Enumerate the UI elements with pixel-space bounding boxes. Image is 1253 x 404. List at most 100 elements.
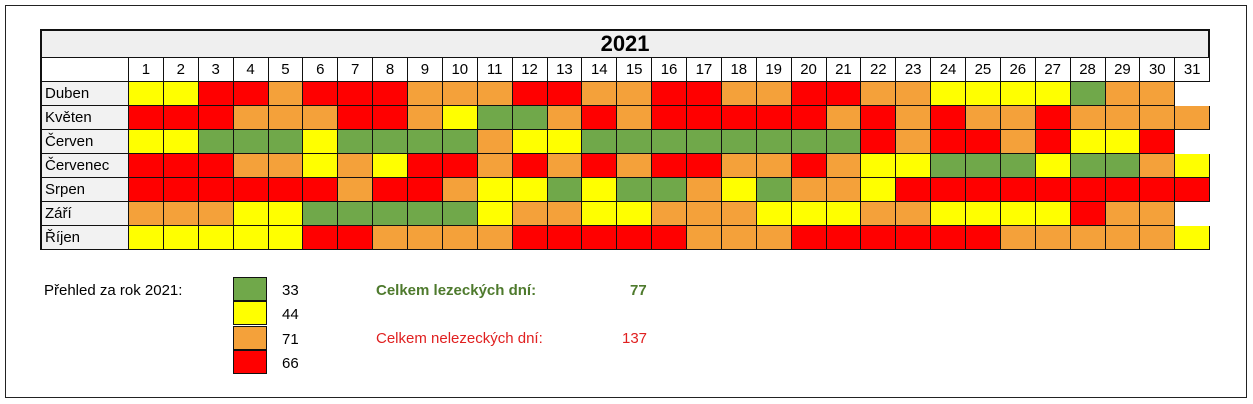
day-cell — [1000, 178, 1036, 202]
day-cell — [373, 130, 408, 154]
day-cell — [1140, 82, 1176, 106]
day-cell — [129, 82, 164, 106]
day-cell — [163, 106, 199, 130]
month-label: Červen — [40, 130, 129, 154]
legend-count: 66 — [282, 355, 299, 372]
day-cell — [861, 82, 897, 106]
day-cell — [442, 82, 478, 106]
day-cell — [1000, 154, 1036, 178]
day-cell — [687, 226, 722, 250]
day-cell — [373, 202, 408, 226]
day-cell — [721, 226, 757, 250]
day-cell — [1070, 178, 1106, 202]
day-header: 27 — [1035, 58, 1071, 82]
day-cell — [966, 202, 1001, 226]
day-cell — [617, 154, 653, 178]
day-cell — [303, 106, 339, 130]
day-cell — [582, 82, 618, 106]
day-cell — [791, 226, 827, 250]
day-header: 20 — [791, 58, 827, 82]
day-cell — [408, 154, 443, 178]
day-cell — [896, 178, 932, 202]
day-cell — [931, 130, 966, 154]
day-cell — [687, 178, 722, 202]
day-cell — [129, 202, 164, 226]
day-header: 3 — [198, 58, 234, 82]
day-cell — [756, 178, 792, 202]
day-cell — [408, 202, 443, 226]
day-cell — [163, 154, 199, 178]
day-cell — [861, 106, 897, 130]
day-cell — [303, 202, 339, 226]
day-cell — [408, 178, 443, 202]
day-cell — [756, 106, 792, 130]
day-cell — [512, 130, 548, 154]
day-cell — [966, 178, 1001, 202]
day-cell — [547, 226, 583, 250]
day-cell — [652, 130, 687, 154]
day-cell — [1175, 82, 1210, 106]
day-cell — [861, 154, 897, 178]
day-cell — [442, 106, 478, 130]
day-cell — [408, 106, 443, 130]
day-cell — [966, 130, 1001, 154]
day-header: 10 — [442, 58, 478, 82]
day-cell — [1070, 106, 1106, 130]
day-cell — [338, 226, 374, 250]
month-label: Září — [40, 202, 129, 226]
day-header: 5 — [268, 58, 304, 82]
day-cell — [617, 82, 653, 106]
day-cell — [547, 82, 583, 106]
day-cell — [512, 202, 548, 226]
day-cell — [687, 82, 722, 106]
day-cell — [721, 202, 757, 226]
day-cell — [617, 106, 653, 130]
day-cell — [1140, 202, 1176, 226]
day-cell — [477, 130, 513, 154]
day-cell — [373, 82, 408, 106]
day-header: 14 — [582, 58, 618, 82]
day-cell — [1175, 178, 1211, 202]
day-cell — [1035, 178, 1071, 202]
day-cell — [1000, 106, 1036, 130]
day-cell — [931, 226, 966, 250]
day-cell — [791, 106, 827, 130]
month-label: Červenec — [40, 154, 129, 178]
day-cell — [1070, 202, 1106, 226]
legend-swatch — [233, 301, 267, 325]
day-cell — [198, 178, 234, 202]
day-cell — [687, 130, 722, 154]
day-cell — [826, 154, 862, 178]
day-cell — [1070, 82, 1106, 106]
month-label: Srpen — [40, 178, 129, 202]
day-cell — [268, 130, 304, 154]
day-cell — [826, 202, 862, 226]
day-cell — [1175, 130, 1210, 154]
day-cell — [826, 106, 862, 130]
legend-swatch — [233, 350, 267, 374]
day-cell — [477, 226, 513, 250]
day-header: 23 — [896, 58, 932, 82]
day-cell — [338, 178, 374, 202]
day-cell — [1105, 202, 1141, 226]
day-cell — [1070, 154, 1106, 178]
climbing-days-label: Celkem lezeckých dní: — [376, 282, 537, 299]
day-cell — [198, 154, 234, 178]
day-header: 16 — [652, 58, 687, 82]
month-label: Květen — [40, 106, 129, 130]
day-cell — [477, 154, 513, 178]
day-cell — [303, 226, 339, 250]
day-cell — [512, 226, 548, 250]
day-cell — [303, 130, 339, 154]
legend-count: 44 — [282, 306, 299, 323]
day-cell — [477, 178, 513, 202]
day-cell — [617, 130, 653, 154]
day-cell — [268, 226, 304, 250]
day-cell — [756, 82, 792, 106]
nonclimbing-days-value: 137 — [622, 330, 648, 347]
day-cell — [268, 106, 304, 130]
day-header: 17 — [687, 58, 722, 82]
day-cell — [1140, 226, 1176, 250]
day-cell — [477, 82, 513, 106]
day-header: 18 — [721, 58, 757, 82]
